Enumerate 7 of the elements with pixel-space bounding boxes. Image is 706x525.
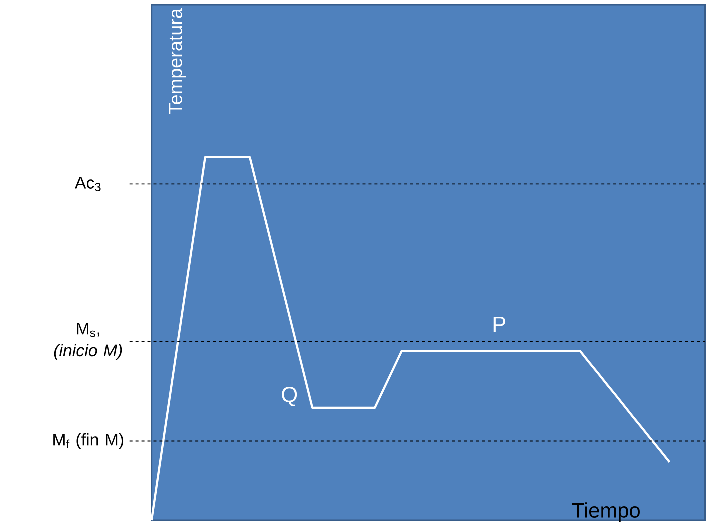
annotation: P bbox=[494, 316, 506, 332]
x-axis-title: Tiempo bbox=[572, 502, 640, 522]
annotation: Q bbox=[282, 386, 298, 406]
y-axis-title: Temperatura bbox=[169, 8, 186, 114]
ref-line-label: M$_{f}$ (fin M) bbox=[54, 433, 124, 449]
ref-line-label: M$_{s}$, (inicio M) bbox=[54, 322, 122, 360]
ref-line-label: Ac$_{3}$ bbox=[75, 176, 101, 192]
